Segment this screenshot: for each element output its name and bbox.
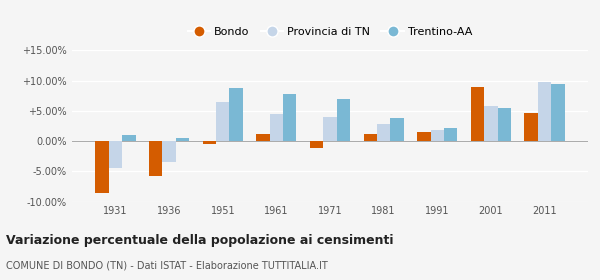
- Bar: [444, 128, 457, 141]
- Bar: [391, 118, 404, 141]
- Bar: [109, 141, 122, 168]
- Bar: [538, 82, 551, 141]
- Bar: [497, 108, 511, 141]
- Bar: [524, 113, 538, 141]
- Text: Variazione percentuale della popolazione ai censimenti: Variazione percentuale della popolazione…: [6, 234, 394, 247]
- Bar: [149, 141, 163, 176]
- Bar: [95, 141, 109, 193]
- Bar: [122, 135, 136, 141]
- Legend: Bondo, Provincia di TN, Trentino-AA: Bondo, Provincia di TN, Trentino-AA: [183, 23, 477, 42]
- Bar: [551, 84, 565, 141]
- Bar: [323, 117, 337, 141]
- Bar: [256, 134, 269, 141]
- Bar: [377, 124, 391, 141]
- Bar: [283, 94, 296, 141]
- Bar: [163, 141, 176, 162]
- Bar: [484, 106, 497, 141]
- Bar: [417, 132, 431, 141]
- Bar: [176, 138, 189, 141]
- Bar: [431, 130, 444, 141]
- Text: COMUNE DI BONDO (TN) - Dati ISTAT - Elaborazione TUTTITALIA.IT: COMUNE DI BONDO (TN) - Dati ISTAT - Elab…: [6, 261, 328, 271]
- Bar: [471, 87, 484, 141]
- Bar: [229, 88, 243, 141]
- Bar: [337, 99, 350, 141]
- Bar: [364, 134, 377, 141]
- Bar: [310, 141, 323, 148]
- Bar: [216, 102, 229, 141]
- Bar: [203, 141, 216, 144]
- Bar: [269, 114, 283, 141]
